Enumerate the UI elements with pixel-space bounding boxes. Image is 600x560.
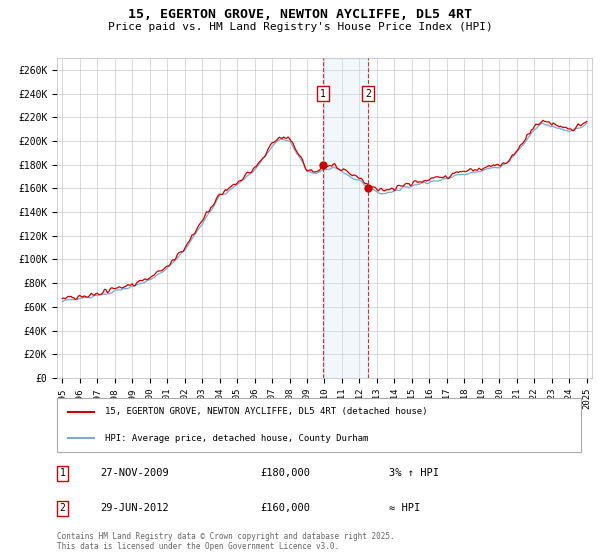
Bar	[323, 58, 368, 378]
Text: £160,000: £160,000	[260, 503, 310, 514]
Text: 2: 2	[59, 503, 65, 514]
Text: ≈ HPI: ≈ HPI	[389, 503, 420, 514]
Text: 15, EGERTON GROVE, NEWTON AYCLIFFE, DL5 4RT: 15, EGERTON GROVE, NEWTON AYCLIFFE, DL5 …	[128, 8, 472, 21]
Text: 1: 1	[59, 468, 65, 478]
Text: 29-JUN-2012: 29-JUN-2012	[100, 503, 169, 514]
FancyBboxPatch shape	[57, 398, 581, 452]
Text: 3% ↑ HPI: 3% ↑ HPI	[389, 468, 439, 478]
Text: 15, EGERTON GROVE, NEWTON AYCLIFFE, DL5 4RT (detached house): 15, EGERTON GROVE, NEWTON AYCLIFFE, DL5 …	[105, 407, 428, 416]
Text: 1: 1	[320, 88, 326, 99]
Text: Price paid vs. HM Land Registry's House Price Index (HPI): Price paid vs. HM Land Registry's House …	[107, 22, 493, 32]
Text: 27-NOV-2009: 27-NOV-2009	[100, 468, 169, 478]
Text: £180,000: £180,000	[260, 468, 310, 478]
Text: 2: 2	[365, 88, 371, 99]
Text: Contains HM Land Registry data © Crown copyright and database right 2025.
This d: Contains HM Land Registry data © Crown c…	[57, 532, 395, 552]
Text: HPI: Average price, detached house, County Durham: HPI: Average price, detached house, Coun…	[105, 433, 368, 443]
